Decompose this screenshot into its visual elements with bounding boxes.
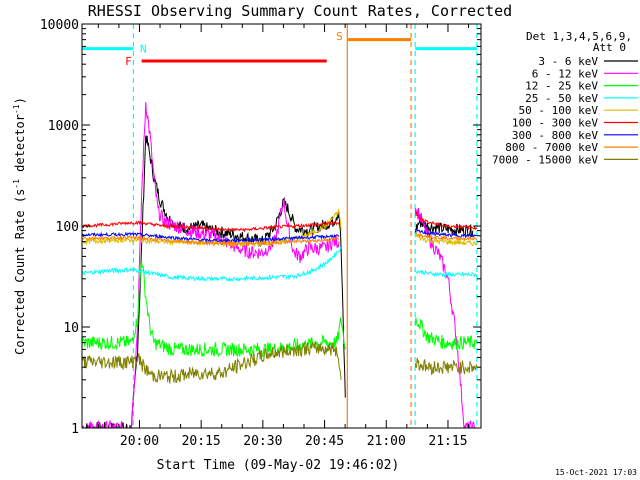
series-line-800to7000kev <box>82 234 340 247</box>
legend-header-detectors: Det 1,3,4,5,6,9, <box>526 30 632 43</box>
y-tick-label: 1 <box>71 422 79 437</box>
series-line-300to800kev <box>82 231 340 244</box>
legend-label-50to100kev: 50 - 100 keV <box>519 104 599 117</box>
legend-label-7000to15000kev: 7000 - 15000 keV <box>492 153 598 166</box>
series-line-25to50kev <box>82 246 342 283</box>
legend-label-12to25kev: 12 - 25 keV <box>525 80 598 93</box>
series-line-100to300kev-after-gap <box>415 211 478 231</box>
x-tick-label: 20:15 <box>182 434 221 449</box>
legend-label-6to12kev: 6 - 12 keV <box>532 67 599 80</box>
series-line-7000to15000kev <box>82 341 342 384</box>
axes: 1 10 100 1000 10000 20:00 20:15 20:30 20:45 21:00… <box>40 18 482 449</box>
y-tick-label: 100 <box>56 220 79 235</box>
flag-annotation-f: F <box>125 55 132 68</box>
y-tick-label: 10 <box>63 321 79 336</box>
legend-label-800to7000kev: 800 - 7000 keV <box>505 141 598 154</box>
x-tick-label: 20:45 <box>305 434 344 449</box>
x-axis-label: Start Time (09-May-02 19:46:02) <box>157 458 400 473</box>
x-tick-label: 20:30 <box>243 434 282 449</box>
legend-label-3to6kev: 3 - 6 keV <box>538 55 598 68</box>
series-line-800to7000kev-after-gap <box>414 232 478 242</box>
series-line-100to300kev <box>82 220 340 233</box>
series-traces <box>82 101 478 428</box>
y-tick-label: 1000 <box>48 119 79 134</box>
legend-label-300to800kev: 300 - 800 keV <box>512 129 598 142</box>
y-axis-label: Corrected Count Rate (s-1 detector-1) <box>12 97 27 355</box>
series-line-12to25kev <box>82 261 346 358</box>
x-tick-label: 20:00 <box>120 434 159 449</box>
legend-label-25to50kev: 25 - 50 keV <box>525 92 598 105</box>
x-tick-label: 21:15 <box>428 434 467 449</box>
series-line-3to6kev <box>82 135 346 428</box>
series-line-25to50kev-after-gap <box>414 269 478 278</box>
series-line-50to100kev-after-gap <box>414 234 478 247</box>
legend-label-100to300kev: 100 - 300 keV <box>512 117 598 130</box>
series-line-6to12kev <box>82 101 340 428</box>
y-tick-label: 10000 <box>40 18 79 33</box>
series-line-7000to15000kev-after-gap <box>414 357 478 376</box>
flag-annotation-s: S <box>336 30 343 43</box>
x-tick-label: 21:00 <box>367 434 406 449</box>
legend-header-attenuator: Att 0 <box>593 41 626 54</box>
flag-annotation-n: N <box>140 43 147 56</box>
series-line-12to25kev-after-gap <box>414 317 478 351</box>
plot-area: NF S <box>82 24 478 428</box>
footer-timestamp: 15-Oct-2021 17:03 <box>555 468 637 477</box>
chart-title: RHESSI Observing Summary Count Rates, Co… <box>88 2 512 20</box>
